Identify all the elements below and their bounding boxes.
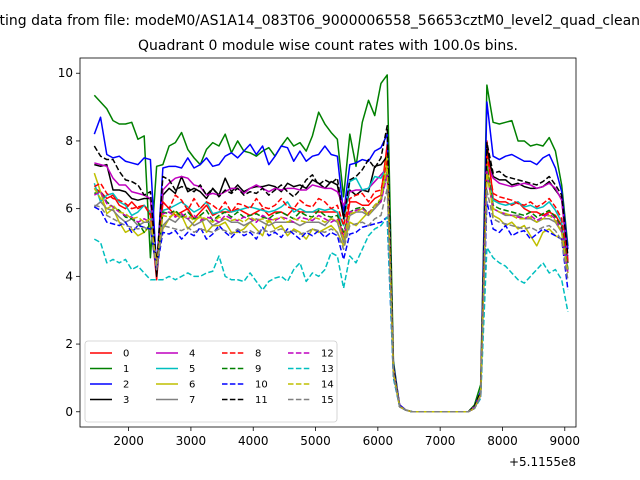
y-tick-label: 0 (65, 405, 73, 419)
legend-label-15: 15 (321, 395, 334, 406)
chart-title: Quadrant 0 module wise count rates with … (138, 38, 518, 54)
series-line-13 (93, 216, 569, 413)
legend-label-5: 5 (189, 364, 195, 375)
plot-area: 2000 3000 4000 5000 6000 7000 8000 9000 0246810… (58, 57, 580, 469)
y-axis: 0 2 4 6 8 10 (58, 66, 80, 419)
x-tick-label: 3000 (176, 434, 207, 448)
series-line-2 (93, 101, 569, 413)
legend-label-13: 13 (321, 364, 334, 375)
series-line-3 (94, 148, 569, 413)
legend-label-6: 6 (189, 380, 195, 391)
y-tick-label: 10 (58, 66, 73, 80)
legend-label-14: 14 (321, 380, 334, 391)
x-tick-label: 6000 (363, 434, 394, 448)
x-tick-label: 2000 (113, 434, 144, 448)
y-tick-label: 2 (65, 337, 73, 351)
x-offset-label: +5.1155e8 (509, 455, 576, 469)
series-line-14 (93, 165, 569, 413)
x-tick-label: 5000 (300, 434, 331, 448)
x-tick-label: 7000 (425, 434, 456, 448)
y-tick-label: 4 (65, 269, 73, 283)
series-line-8 (93, 152, 569, 413)
legend-label-9: 9 (255, 364, 261, 375)
y-tick-label: 6 (65, 202, 73, 216)
x-tick-label: 8000 (487, 434, 518, 448)
x-tick-label: 4000 (238, 434, 269, 448)
x-tick-label: 9000 (550, 434, 581, 448)
series-line-1 (93, 74, 569, 413)
legend-label-7: 7 (189, 395, 195, 406)
series-line-11 (93, 124, 569, 413)
y-tick-label: 8 (65, 134, 73, 148)
series-line-15 (94, 187, 569, 413)
legend-label-10: 10 (255, 380, 268, 391)
legend-label-1: 1 (123, 364, 129, 375)
legend-label-11: 11 (255, 395, 268, 406)
legend-frame (84, 340, 338, 423)
legend-label-2: 2 (123, 380, 129, 391)
legend-label-8: 8 (255, 349, 261, 360)
x-axis: 2000 3000 4000 5000 6000 7000 8000 9000 (113, 427, 580, 448)
legend-label-4: 4 (189, 349, 195, 360)
legend-label-3: 3 (123, 395, 129, 406)
series-line-4 (94, 162, 569, 413)
axes-frame (79, 57, 577, 428)
series-layer (93, 74, 569, 413)
figure-suptitle: Plotting data from file: modeM0/AS1A14_0… (0, 13, 640, 29)
legend-label-0: 0 (123, 349, 129, 360)
legend-label-12: 12 (321, 349, 334, 360)
